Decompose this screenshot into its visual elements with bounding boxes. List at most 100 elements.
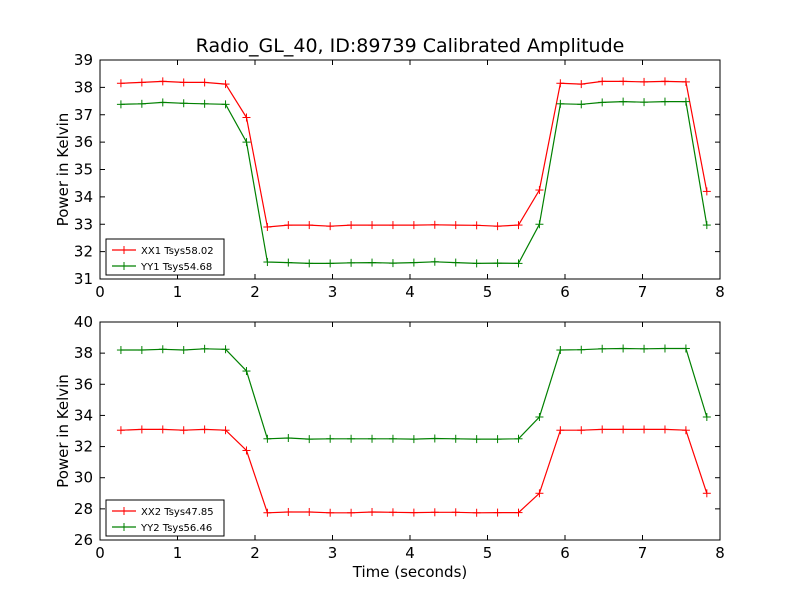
data-point — [200, 99, 209, 108]
y-tick-label: 36 — [74, 375, 93, 393]
x-tick-label: 6 — [560, 544, 570, 562]
x-tick-label: 0 — [95, 283, 105, 301]
data-point — [430, 220, 439, 229]
legend-label: YY1 Tsys54.68 — [140, 262, 212, 273]
data-point — [368, 258, 377, 267]
x-tick-label: 8 — [715, 544, 725, 562]
y-tick-label: 40 — [74, 313, 93, 331]
data-point — [619, 425, 628, 434]
data-point — [535, 489, 544, 498]
data-point — [493, 435, 502, 444]
data-point — [305, 221, 314, 230]
data-point — [221, 100, 230, 109]
data-point — [640, 77, 649, 86]
data-point — [305, 435, 314, 444]
legend-box — [105, 499, 225, 537]
data-point — [493, 259, 502, 268]
data-point — [660, 77, 669, 86]
data-point — [284, 507, 293, 516]
data-point — [598, 98, 607, 107]
data-point — [640, 98, 649, 107]
series-1 — [116, 425, 711, 517]
data-point — [347, 221, 356, 230]
data-point — [660, 425, 669, 434]
data-point — [347, 258, 356, 267]
y-tick-label: 37 — [74, 106, 93, 124]
x-tick-label: 2 — [250, 544, 260, 562]
data-point — [347, 508, 356, 517]
data-point — [472, 435, 481, 444]
data-point — [263, 222, 272, 231]
data-point — [284, 258, 293, 267]
data-point — [702, 412, 711, 421]
data-point — [535, 186, 544, 195]
data-point — [116, 79, 125, 88]
data-point — [514, 259, 523, 268]
data-point — [619, 77, 628, 86]
y-tick-label: 34 — [74, 188, 93, 206]
y-axis-label: Power in Kelvin — [54, 374, 72, 488]
legend: XX2 Tsys47.85 YY2 Tsys56.46 — [105, 499, 225, 537]
data-point — [116, 100, 125, 109]
y-tick-label: 32 — [74, 243, 93, 261]
data-point — [619, 97, 628, 106]
data-point — [137, 425, 146, 434]
legend-item: XX2 Tsys47.85 — [112, 507, 214, 518]
y-tick-label: 34 — [74, 406, 93, 424]
data-point — [409, 435, 418, 444]
data-point — [660, 344, 669, 353]
data-point — [388, 221, 397, 230]
y-tick-label: 26 — [74, 531, 93, 549]
data-point — [179, 346, 188, 355]
data-point — [577, 345, 586, 354]
x-tick-label: 4 — [405, 283, 415, 301]
series-line — [120, 80, 708, 228]
data-point — [681, 97, 690, 106]
chart-title: Radio_GL_40, ID:89739 Calibrated Amplitu… — [196, 35, 625, 57]
legend-item: XX1 Tsys58.02 — [112, 246, 214, 257]
data-point — [535, 220, 544, 229]
data-point — [388, 434, 397, 443]
data-point — [514, 221, 523, 230]
data-point — [179, 426, 188, 435]
data-point — [137, 99, 146, 108]
legend: XX1 Tsys58.02 YY1 Tsys54.68 — [105, 238, 225, 276]
data-point — [514, 508, 523, 517]
y-tick-label: 33 — [74, 215, 93, 233]
data-point — [702, 489, 711, 498]
y-tick-label: 31 — [74, 270, 93, 288]
data-point — [116, 346, 125, 355]
y-tick-label: 30 — [74, 469, 93, 487]
data-point — [577, 100, 586, 109]
x-tick-label: 3 — [328, 283, 338, 301]
y-tick-label: 28 — [74, 500, 93, 518]
x-tick-label: 1 — [173, 283, 183, 301]
data-point — [681, 77, 690, 86]
legend-label: XX1 Tsys58.02 — [141, 246, 214, 257]
x-tick-label: 3 — [328, 544, 338, 562]
data-point — [137, 346, 146, 355]
data-point — [179, 78, 188, 87]
series-2 — [116, 344, 711, 444]
series-2 — [116, 97, 711, 268]
data-point — [388, 259, 397, 268]
data-point — [556, 346, 565, 355]
legend-item: YY1 Tsys54.68 — [112, 262, 212, 273]
data-point — [430, 508, 439, 517]
series-1 — [116, 77, 711, 231]
data-point — [702, 221, 711, 230]
data-point — [305, 507, 314, 516]
data-point — [493, 508, 502, 517]
data-point — [472, 259, 481, 268]
x-tick-label: 0 — [95, 544, 105, 562]
data-point — [263, 258, 272, 267]
data-point — [200, 425, 209, 434]
y-tick-label: 39 — [74, 51, 93, 69]
y-tick-label: 38 — [74, 78, 93, 96]
data-point — [493, 222, 502, 231]
data-point — [619, 344, 628, 353]
data-point — [388, 508, 397, 517]
y-axis-label: Power in Kelvin — [54, 113, 72, 227]
data-point — [640, 344, 649, 353]
